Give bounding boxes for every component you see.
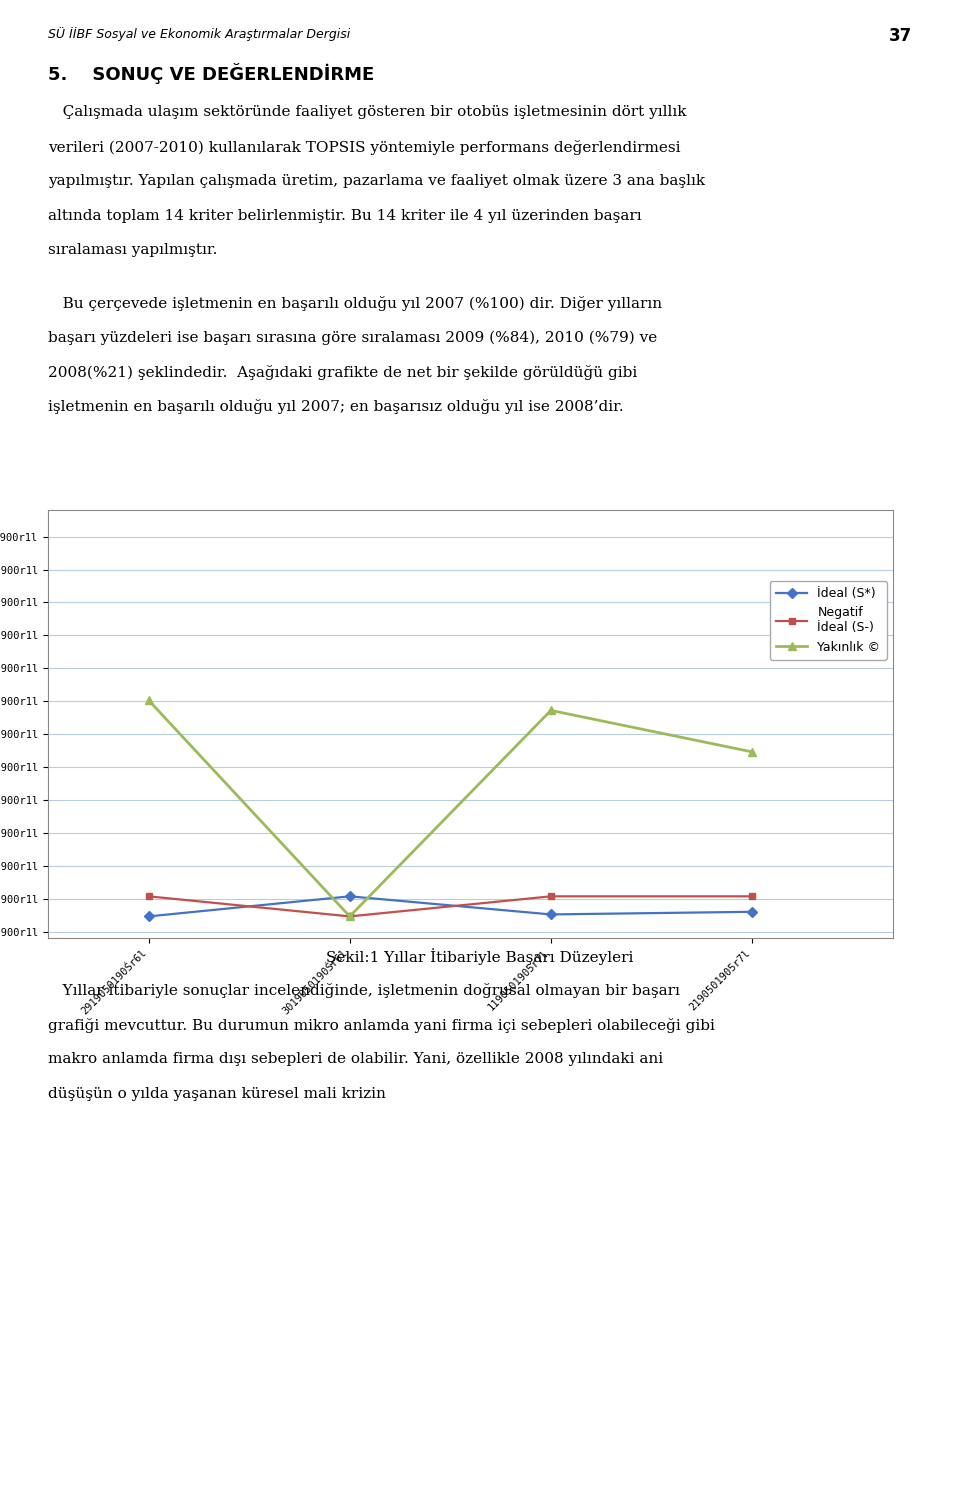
Text: makro anlamda firma dışı sebepleri de olabilir. Yani, özellikle 2008 yılındaki a: makro anlamda firma dışı sebepleri de ol… [48, 1052, 663, 1066]
İdeal (S*) [545, 905, 557, 923]
Negatif
İdeal (S-) [143, 887, 155, 905]
İdeal (S*) [143, 908, 155, 926]
Legend: İdeal (S*), Negatif
İdeal (S-), Yakınlık ©: İdeal (S*), Negatif İdeal (S-), Yakınlık… [770, 581, 886, 660]
Text: verileri (2007-2010) kullanılarak TOPSIS yöntemiyle performans değerlendirmesi: verileri (2007-2010) kullanılarak TOPSIS… [48, 140, 681, 155]
İdeal (S*) [344, 887, 355, 905]
Text: altında toplam 14 kriter belirlenmiştir. Bu 14 kriter ile 4 yıl üzerinden başarı: altında toplam 14 kriter belirlenmiştir.… [48, 209, 641, 222]
Text: grafiği mevcuttur. Bu durumun mikro anlamda yani firma içi sebepleri olabileceği: grafiği mevcuttur. Bu durumun mikro anla… [48, 1018, 715, 1033]
Yakınlık © [143, 690, 155, 708]
İdeal (S*) [746, 902, 757, 920]
Yakınlık © [545, 701, 557, 719]
Text: sıralaması yapılmıştır.: sıralaması yapılmıştır. [48, 243, 217, 257]
Text: 2008(%21) şeklindedir.  Aşağıdaki grafikte de net bir şekilde görüldüğü gibi: 2008(%21) şeklindedir. Aşağıdaki grafikt… [48, 365, 637, 380]
Text: Şekil:1 Yıllar İtibariyle Başarı Düzeyleri: Şekil:1 Yıllar İtibariyle Başarı Düzeyle… [326, 949, 634, 965]
Text: Çalışmada ulaşım sektöründe faaliyet gösteren bir otobüs işletmesinin dört yıllı: Çalışmada ulaşım sektöründe faaliyet gös… [48, 105, 686, 119]
Yakınlık © [344, 908, 355, 926]
Text: 5.    SONUÇ VE DEĞERLENDİRME: 5. SONUÇ VE DEĞERLENDİRME [48, 63, 374, 84]
Text: işletmenin en başarılı olduğu yıl 2007; en başarısız olduğu yıl ise 2008’dir.: işletmenin en başarılı olduğu yıl 2007; … [48, 399, 624, 414]
Text: SÜ İİBF Sosyal ve Ekonomik Araştırmalar Dergisi: SÜ İİBF Sosyal ve Ekonomik Araştırmalar … [48, 27, 350, 41]
Text: Yıllar itibariyle sonuçlar incelendiğinde, işletmenin doğrusal olmayan bir başar: Yıllar itibariyle sonuçlar incelendiğind… [48, 983, 680, 998]
Line: Yakınlık ©: Yakınlık © [144, 696, 756, 920]
Text: yapılmıştır. Yapılan çalışmada üretim, pazarlama ve faaliyet olmak üzere 3 ana b: yapılmıştır. Yapılan çalışmada üretim, p… [48, 174, 706, 188]
Line: İdeal (S*): İdeal (S*) [145, 893, 756, 920]
Text: Bu çerçevede işletmenin en başarılı olduğu yıl 2007 (%100) dir. Diğer yılların: Bu çerçevede işletmenin en başarılı oldu… [48, 296, 662, 311]
Text: başarı yüzdeleri ise başarı sırasına göre sıralaması 2009 (%84), 2010 (%79) ve: başarı yüzdeleri ise başarı sırasına gör… [48, 330, 658, 345]
Negatif
İdeal (S-) [545, 887, 557, 905]
Line: Negatif
İdeal (S-): Negatif İdeal (S-) [145, 893, 756, 920]
Yakınlık © [746, 743, 757, 761]
Negatif
İdeal (S-) [344, 908, 355, 926]
Negatif
İdeal (S-) [746, 887, 757, 905]
Text: 37: 37 [889, 27, 912, 45]
Text: düşüşün o yılda yaşanan küresel mali krizin: düşüşün o yılda yaşanan küresel mali kri… [48, 1087, 386, 1100]
